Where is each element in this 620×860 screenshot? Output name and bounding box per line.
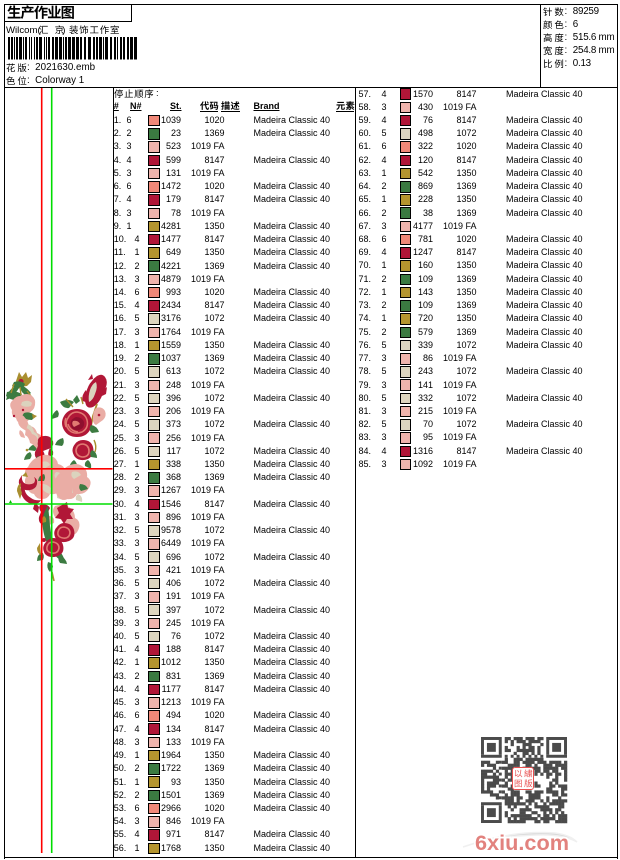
- svg-text:6xiu.com: 6xiu.com: [475, 830, 569, 855]
- svg-text:6xiu.com: 6xiu.com: [475, 830, 569, 855]
